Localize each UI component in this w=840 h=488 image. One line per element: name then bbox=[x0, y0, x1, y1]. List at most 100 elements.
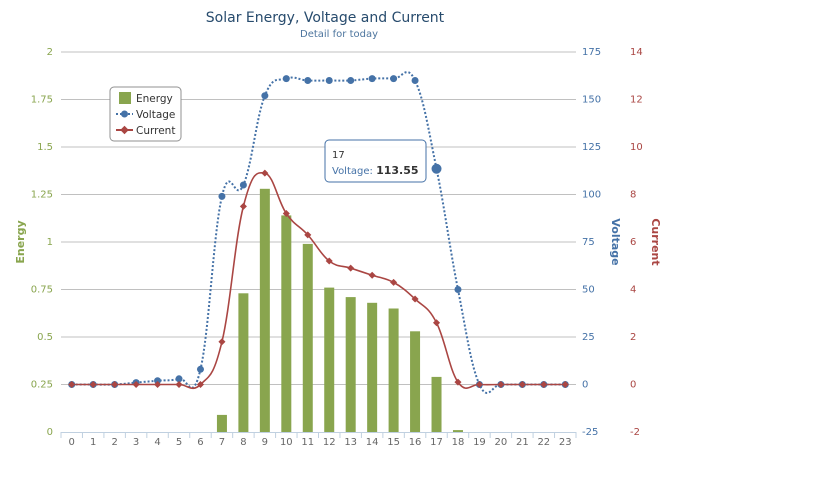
current-point[interactable] bbox=[68, 380, 76, 389]
current-point[interactable] bbox=[390, 278, 398, 286]
current-point[interactable] bbox=[239, 202, 247, 210]
voltage-point[interactable] bbox=[154, 377, 162, 385]
current-point[interactable] bbox=[111, 380, 119, 389]
current-axis-title: Current bbox=[649, 218, 662, 265]
x-tick-label: 3 bbox=[133, 437, 139, 448]
energy-bar[interactable] bbox=[431, 376, 442, 432]
axes: 0 1 2 3 4 5 6 7 8 9 10 11 12 13 14 15 16 17 18 19 20 21 22 2300… bbox=[31, 47, 643, 448]
energy-bar[interactable] bbox=[216, 414, 227, 432]
energy-bar[interactable] bbox=[410, 331, 421, 432]
voltage-point[interactable] bbox=[368, 75, 376, 83]
voltage-tick-label: 175 bbox=[582, 47, 601, 58]
voltage-point[interactable] bbox=[411, 77, 419, 84]
energy-bar[interactable] bbox=[324, 287, 335, 432]
energy-tick-label: 0.5 bbox=[37, 332, 53, 343]
tooltip: 17 Voltage: 113.55 bbox=[324, 139, 427, 183]
current-point[interactable] bbox=[89, 380, 97, 389]
current-point[interactable] bbox=[304, 231, 312, 239]
tooltip-series-name: Voltage bbox=[332, 166, 370, 177]
legend-current-marker bbox=[120, 125, 129, 135]
legend-item-energy[interactable]: Energy bbox=[119, 92, 173, 105]
voltage-point[interactable] bbox=[239, 181, 247, 189]
energy-bar[interactable] bbox=[345, 297, 356, 432]
voltage-point[interactable] bbox=[196, 365, 204, 373]
current-point[interactable] bbox=[518, 380, 526, 389]
current-point[interactable] bbox=[432, 319, 441, 327]
voltage-point[interactable] bbox=[261, 92, 269, 100]
energy-tick-label: 1.5 bbox=[37, 142, 53, 153]
current-point[interactable] bbox=[475, 380, 483, 389]
x-tick-label: 16 bbox=[409, 437, 422, 448]
legend-voltage-label: Voltage bbox=[136, 109, 175, 121]
energy-tick-label: 0 bbox=[47, 427, 53, 438]
x-tick-label: 20 bbox=[495, 437, 508, 448]
x-tick-label: 4 bbox=[154, 437, 160, 448]
series-lines bbox=[68, 71, 569, 394]
current-tick-label: 2 bbox=[630, 332, 636, 343]
voltage-point[interactable] bbox=[347, 77, 355, 84]
current-point[interactable] bbox=[411, 295, 419, 303]
energy-bar[interactable] bbox=[238, 293, 249, 432]
x-tick-label: 0 bbox=[69, 437, 75, 448]
chart-title: Solar Energy, Voltage and Current bbox=[206, 10, 445, 26]
current-tick-label: 4 bbox=[630, 285, 636, 296]
x-tick-label: 15 bbox=[387, 437, 400, 448]
voltage-point[interactable] bbox=[282, 75, 290, 83]
current-point[interactable] bbox=[454, 378, 462, 386]
current-point[interactable] bbox=[561, 380, 569, 389]
energy-tick-label: 0.25 bbox=[31, 380, 53, 391]
tooltip-separator: : bbox=[370, 166, 377, 177]
current-point[interactable] bbox=[347, 264, 355, 272]
x-tick-label: 17 bbox=[430, 437, 443, 448]
current-point[interactable] bbox=[132, 380, 140, 389]
energy-bar[interactable] bbox=[388, 308, 399, 433]
energy-bar[interactable] bbox=[302, 243, 313, 432]
voltage-tick-label: 50 bbox=[582, 285, 595, 296]
voltage-point[interactable] bbox=[325, 77, 333, 84]
energy-axis-title: Energy bbox=[14, 220, 27, 263]
current-point[interactable] bbox=[540, 380, 548, 389]
energy-bar[interactable] bbox=[452, 430, 463, 432]
legend-item-current[interactable]: Current bbox=[116, 125, 175, 137]
current-point[interactable] bbox=[154, 380, 162, 389]
current-point[interactable] bbox=[196, 380, 205, 389]
tooltip-series: Voltage: 113.55 bbox=[332, 164, 419, 177]
voltage-tick-label: 0 bbox=[582, 380, 588, 391]
energy-bar[interactable] bbox=[281, 215, 292, 432]
energy-bars bbox=[216, 188, 463, 433]
tooltip-value: 113.55 bbox=[376, 164, 418, 177]
x-tick-label: 8 bbox=[240, 437, 246, 448]
voltage-point[interactable] bbox=[454, 286, 462, 293]
current-point[interactable] bbox=[497, 380, 505, 389]
current-point[interactable] bbox=[218, 338, 226, 346]
voltage-point[interactable] bbox=[431, 163, 442, 174]
energy-tick-label: 1 bbox=[47, 237, 53, 248]
current-tick-label: 8 bbox=[630, 190, 636, 201]
voltage-point[interactable] bbox=[218, 192, 226, 200]
current-point[interactable] bbox=[368, 271, 376, 279]
energy-bar[interactable] bbox=[259, 188, 270, 432]
current-point[interactable] bbox=[175, 380, 183, 389]
voltage-tick-label: 150 bbox=[582, 95, 601, 106]
current-point[interactable] bbox=[325, 257, 333, 265]
legend-item-voltage[interactable]: Voltage bbox=[116, 109, 175, 121]
current-tick-label: -2 bbox=[630, 427, 640, 438]
x-tick-label: 10 bbox=[280, 437, 293, 448]
voltage-point[interactable] bbox=[390, 75, 398, 83]
legend: Energy Voltage Current bbox=[109, 86, 182, 142]
voltage-tick-label: 100 bbox=[582, 190, 601, 201]
voltage-point[interactable] bbox=[175, 375, 183, 383]
x-tick-label: 18 bbox=[452, 437, 465, 448]
current-point[interactable] bbox=[282, 209, 290, 218]
legend-voltage-marker bbox=[121, 110, 128, 118]
x-tick-label: 21 bbox=[516, 437, 529, 448]
legend-current-label: Current bbox=[136, 125, 175, 137]
energy-tick-label: 2 bbox=[47, 47, 53, 58]
current-point[interactable] bbox=[261, 169, 269, 177]
legend-energy-swatch bbox=[119, 92, 131, 104]
x-tick-label: 6 bbox=[197, 437, 203, 448]
voltage-point[interactable] bbox=[304, 77, 312, 84]
voltage-tick-label: 75 bbox=[582, 237, 595, 248]
current-tick-label: 14 bbox=[630, 47, 643, 58]
energy-bar[interactable] bbox=[367, 302, 378, 432]
